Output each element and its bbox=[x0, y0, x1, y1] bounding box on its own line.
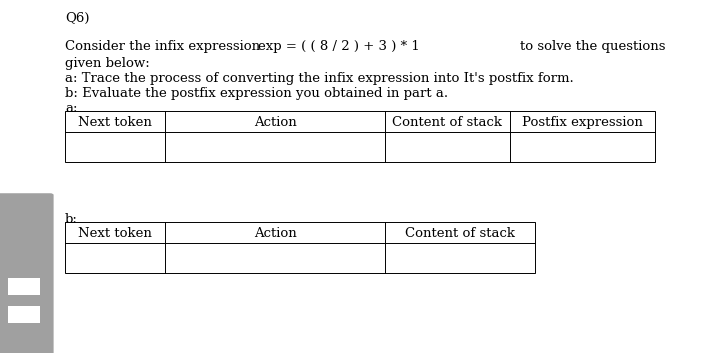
Text: Content of stack: Content of stack bbox=[392, 116, 503, 129]
Text: Postfix expression: Postfix expression bbox=[522, 116, 643, 129]
Text: Consider the infix expression: Consider the infix expression bbox=[65, 40, 260, 53]
Text: Q6): Q6) bbox=[65, 12, 89, 25]
Text: Content of stack: Content of stack bbox=[405, 227, 515, 240]
Text: given below:: given below: bbox=[65, 57, 150, 70]
Text: Next token: Next token bbox=[78, 227, 152, 240]
Text: b: Evaluate the postfix expression you obtained in part a.: b: Evaluate the postfix expression you o… bbox=[65, 87, 448, 100]
Text: Action: Action bbox=[253, 116, 297, 129]
Text: Action: Action bbox=[253, 227, 297, 240]
Text: a:: a: bbox=[65, 102, 78, 115]
Text: exp = ( ( 8 / 2 ) + 3 ) * 1: exp = ( ( 8 / 2 ) + 3 ) * 1 bbox=[258, 40, 420, 53]
Text: to solve the questions: to solve the questions bbox=[520, 40, 665, 53]
Text: b:: b: bbox=[65, 213, 78, 226]
Text: Next token: Next token bbox=[78, 116, 152, 129]
Text: a: Trace the process of converting the infix expression into It's postfix form.: a: Trace the process of converting the i… bbox=[65, 72, 574, 85]
